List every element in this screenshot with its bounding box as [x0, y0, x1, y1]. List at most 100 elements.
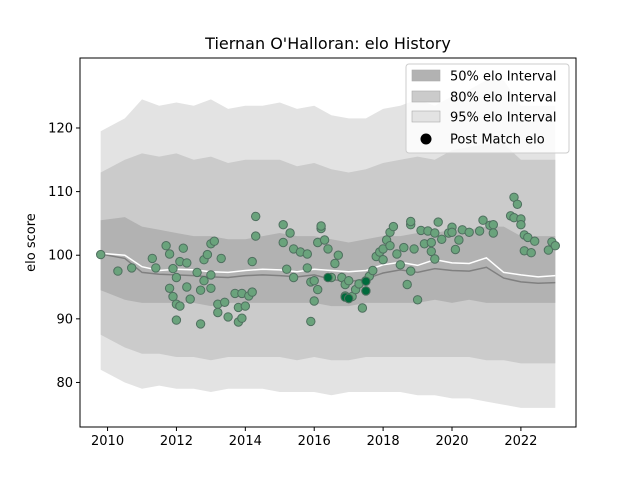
data-point	[399, 242, 409, 253]
data-point	[430, 254, 440, 264]
data-point	[247, 287, 257, 297]
data-point-highlight	[361, 276, 371, 286]
data-point	[430, 228, 440, 238]
plot-frame	[79, 57, 577, 428]
data-point	[199, 276, 209, 286]
legend-label: 95% elo Interval	[450, 111, 557, 126]
data-point	[478, 215, 488, 225]
legend-label: 50% elo Interval	[450, 70, 557, 85]
data-point	[161, 241, 171, 251]
data-point	[96, 249, 106, 260]
data-point	[278, 237, 288, 248]
data-point	[333, 250, 343, 260]
data-point	[454, 235, 464, 245]
y-tick-label: 120	[48, 121, 73, 136]
data-point	[447, 227, 457, 238]
data-point	[437, 234, 447, 245]
data-point	[209, 236, 220, 246]
data-point	[185, 294, 195, 304]
legend-label: Post Match elo	[450, 133, 545, 148]
x-axis-ticks: 2010 2012 2014 2016 2018 2020 2022	[91, 427, 537, 449]
data-point	[168, 263, 178, 274]
x-tick-label: 2010	[91, 434, 124, 449]
data-point	[171, 272, 182, 283]
data-point	[175, 301, 185, 311]
data-point	[368, 265, 378, 276]
data-point	[206, 283, 216, 293]
data-point	[195, 319, 206, 329]
data-point	[251, 231, 261, 241]
data-point	[316, 221, 326, 231]
data-point	[282, 264, 292, 274]
data-point	[216, 253, 226, 264]
data-point	[302, 263, 312, 273]
data-point	[171, 315, 182, 325]
data-point	[113, 266, 123, 276]
legend-marker	[420, 133, 432, 145]
data-point	[412, 295, 423, 305]
data-point	[251, 211, 261, 222]
data-point	[357, 303, 368, 313]
data-point	[516, 220, 526, 230]
data-point	[488, 228, 498, 238]
data-point	[164, 249, 175, 259]
data-point	[406, 216, 416, 227]
data-point	[164, 283, 175, 293]
data-point	[306, 316, 316, 327]
data-point	[182, 282, 192, 292]
data-point	[319, 235, 330, 245]
data-point	[240, 301, 251, 311]
data-point	[388, 221, 399, 232]
data-point	[213, 307, 223, 318]
data-point	[323, 244, 333, 254]
data-point	[512, 199, 523, 210]
y-tick-label: 100	[48, 249, 73, 264]
data-point	[178, 243, 189, 253]
x-tick-label: 2022	[504, 434, 537, 449]
data-point	[285, 228, 295, 238]
data-point	[288, 272, 299, 283]
x-tick-label: 2020	[435, 434, 468, 449]
data-point	[195, 285, 206, 295]
data-point	[526, 248, 536, 258]
data-point	[409, 244, 419, 254]
data-point	[464, 227, 474, 238]
x-tick-label: 2018	[367, 434, 400, 449]
data-point	[330, 258, 340, 269]
y-axis-label: elo score	[24, 213, 39, 272]
data-point	[309, 276, 319, 286]
data-point	[147, 253, 158, 264]
x-tick-label: 2016	[298, 434, 331, 449]
data-point	[426, 237, 436, 248]
legend: 50% elo Interval 80% elo Interval 95% elo …	[405, 63, 570, 154]
data-point	[543, 245, 554, 255]
data-point	[392, 249, 402, 259]
data-point	[450, 244, 461, 255]
chart-title: Tiernan O'Halloran: elo History	[204, 34, 451, 53]
data-point	[182, 258, 192, 268]
data-point	[433, 217, 443, 227]
data-point	[237, 313, 247, 323]
data-point	[406, 266, 416, 276]
data-point	[378, 255, 388, 265]
data-point	[202, 249, 213, 260]
y-axis-ticks: 80 90 100 110 120	[48, 121, 80, 391]
data-point	[395, 260, 405, 270]
legend-swatch	[411, 69, 441, 82]
data-point	[309, 296, 319, 306]
median-line	[100, 252, 556, 278]
data-point	[206, 270, 216, 280]
interval-bands	[100, 80, 556, 408]
data-point	[550, 241, 560, 251]
legend-label: 80% elo Interval	[450, 91, 557, 106]
data-point	[402, 279, 412, 290]
x-tick-label: 2014	[229, 434, 262, 449]
data-point-highlight	[361, 286, 371, 296]
data-point	[488, 220, 498, 230]
data-point	[247, 256, 257, 267]
legend-swatch	[411, 90, 441, 103]
data-point	[344, 276, 354, 286]
data-point	[168, 291, 178, 302]
y-tick-label: 90	[56, 312, 73, 327]
